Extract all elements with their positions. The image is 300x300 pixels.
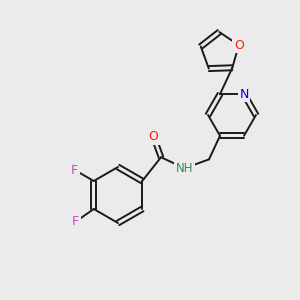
Text: O: O xyxy=(148,130,158,143)
Text: N: N xyxy=(239,88,249,101)
Text: NH: NH xyxy=(176,162,193,175)
Text: F: F xyxy=(71,164,78,176)
Text: F: F xyxy=(72,215,79,228)
Text: O: O xyxy=(234,39,244,52)
